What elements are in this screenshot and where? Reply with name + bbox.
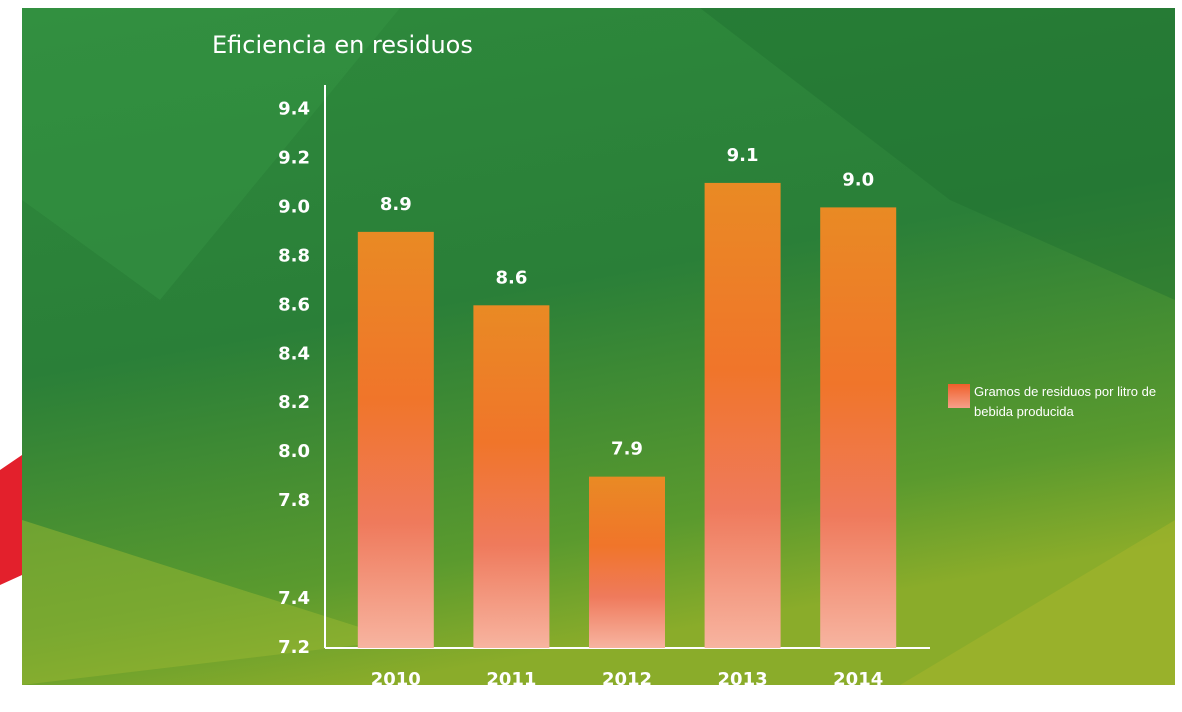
y-tick-label: 8.6: [278, 294, 310, 315]
y-tick-label: 8.4: [278, 343, 310, 364]
data-label: 9.1: [727, 145, 759, 166]
data-label: 8.9: [380, 194, 412, 215]
x-tick-label: 2012: [602, 669, 652, 690]
bar: [820, 207, 896, 648]
bar: [358, 232, 434, 648]
y-tick-label: 8.8: [278, 245, 310, 266]
y-tick-label: 9.4: [278, 98, 310, 119]
y-tick-label: 8.0: [278, 441, 310, 462]
y-tick-label: 9.2: [278, 147, 310, 168]
chart: Eficiencia en residuos 9.4 9.2 9.0 8.8 8.6 8.…: [0, 0, 1182, 712]
legend-swatch: [948, 384, 970, 408]
y-tick-label: 7.4: [278, 588, 310, 609]
data-label: 9.0: [842, 169, 874, 190]
y-tick-label: 9.0: [278, 196, 310, 217]
data-label: 7.9: [611, 439, 643, 460]
legend-label: Gramos de residuos por litro de bebida p…: [974, 382, 1174, 422]
x-tick-label: 2013: [718, 669, 768, 690]
data-label: 8.6: [495, 267, 527, 288]
chart-title: Eficiencia en residuos: [212, 31, 473, 59]
x-tick-label: 2010: [371, 669, 421, 690]
x-tick-label: 2014: [833, 669, 883, 690]
x-tick-label: 2011: [486, 669, 536, 690]
side-shape: [0, 455, 22, 585]
y-tick-label: 7.2: [278, 637, 310, 658]
y-tick-label: 8.2: [278, 392, 310, 413]
bar: [589, 477, 665, 648]
bar: [705, 183, 781, 648]
bar: [473, 305, 549, 648]
legend: Gramos de residuos por litro de bebida p…: [948, 384, 1174, 422]
y-tick-label: 7.8: [278, 490, 310, 511]
page: Eficiencia en residuos 9.4 9.2 9.0 8.8 8.6 8.…: [0, 0, 1182, 712]
